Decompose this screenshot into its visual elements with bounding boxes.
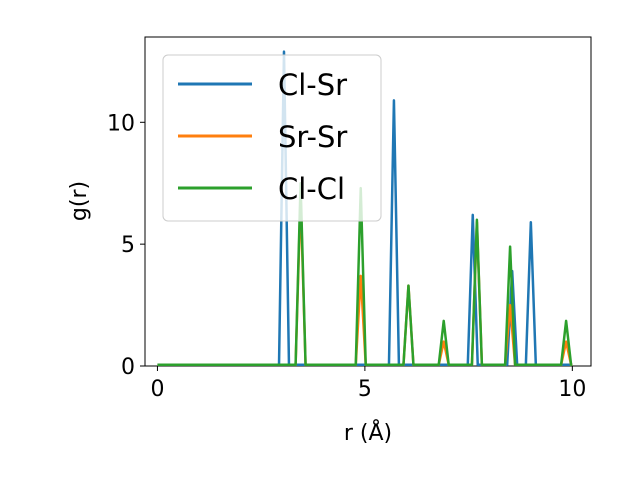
x-tick-label: 5: [358, 377, 372, 402]
y-tick-label: 5: [121, 233, 135, 258]
series-line-cl-cl: [157, 181, 573, 367]
legend-box: [162, 54, 382, 222]
x-tick-label: 10: [558, 377, 586, 402]
series-layer: [157, 50, 573, 367]
series-line-cl-sr: [157, 50, 573, 367]
legend-label: Sr-Sr: [278, 120, 347, 154]
legend-label: Cl-Sr: [278, 68, 347, 102]
x-tick-label: 0: [150, 377, 164, 402]
tick-layer: 0 5 10 0 5 10: [107, 111, 586, 402]
legend-label: Cl-Cl: [278, 172, 345, 206]
y-axis-label: g(r): [67, 181, 92, 221]
x-axis-label: r (Å): [344, 419, 392, 446]
y-tick-label: 10: [107, 111, 135, 136]
y-tick-label: 0: [121, 355, 135, 380]
legend: Cl-Sr Sr-Sr Cl-Cl: [162, 54, 382, 222]
